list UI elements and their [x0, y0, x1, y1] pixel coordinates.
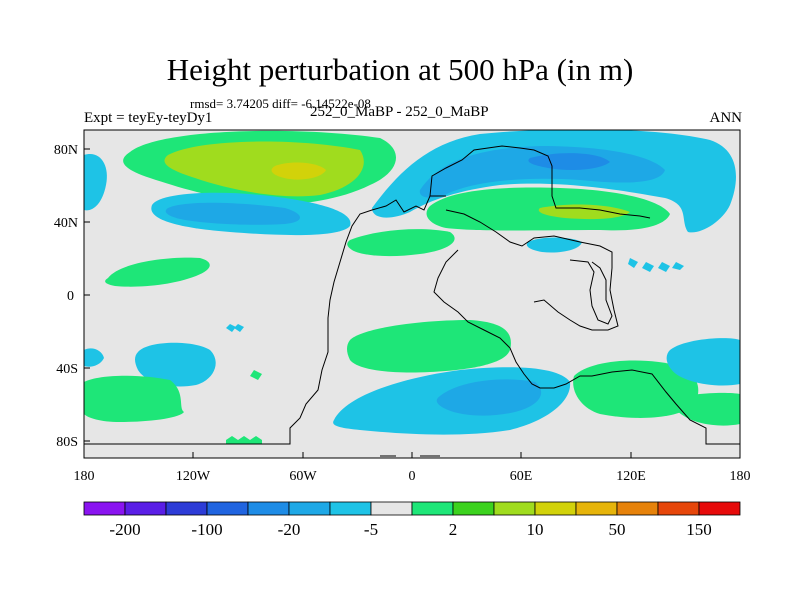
colorbar-box: [493, 501, 536, 516]
contour-lightblue-speckle-2: [642, 262, 654, 272]
colorbar-box: [452, 501, 495, 516]
contour-lightblue-sh-pacific: [135, 342, 216, 387]
colorbar-box: [329, 501, 372, 516]
colorbar-box: [698, 501, 741, 516]
x-tick-label: 120W: [176, 469, 211, 484]
experiment-label: Expt = teyEy-teyDy1: [84, 110, 213, 126]
x-tick-label: 0: [409, 469, 416, 484]
contour-blue-sh-edge: [84, 348, 104, 367]
x-tick-label: 180: [730, 469, 751, 484]
contour-lightblue-india: [526, 237, 582, 253]
colorbar-label: -100: [191, 520, 222, 539]
colorbar-label: -200: [109, 520, 140, 539]
colorbar-box: [534, 501, 577, 516]
colorbar-label: -5: [364, 520, 378, 539]
colorbar-label: 150: [686, 520, 712, 539]
contour-green-south-atlantic: [347, 320, 511, 373]
page-title: Height perturbation at 500 hPa (in m): [166, 52, 634, 87]
colorbar-box: [206, 501, 249, 516]
colorbar-box: [657, 501, 700, 516]
colorbar-box: [575, 501, 618, 516]
colorbar-box: [83, 501, 126, 516]
contour-lightblue-eurasia-trough: [372, 130, 736, 233]
contour-lightblue-speckle-4: [672, 262, 684, 270]
contour-green-southeast-edge: [674, 392, 740, 426]
colorbar-label: 2: [449, 520, 458, 539]
y-tick-label: 80N: [54, 143, 78, 158]
y-tick-label: 40S: [56, 362, 78, 377]
x-tick-label: 180: [74, 469, 95, 484]
contour-green-sh-speckle: [250, 370, 262, 380]
x-tick-label: 60W: [289, 469, 317, 484]
colorbar-box: [165, 501, 208, 516]
y-tick-label: 0: [67, 289, 74, 304]
x-tick-label: 60E: [510, 469, 533, 484]
axis-ticks: [83, 148, 741, 458]
continent-outline-asia-south: [445, 209, 619, 331]
stats-label: rmsd= 3.74205 diff= -6.14522e-08: [190, 96, 371, 111]
colorbar-label: 10: [527, 520, 544, 539]
contour-green-southwest-pacific: [573, 360, 699, 418]
colorbar-box: [370, 501, 413, 516]
contour-fills: [84, 130, 740, 444]
contour-green-sh-west: [84, 375, 184, 422]
contour-lightblue-speckle-3: [658, 262, 670, 272]
colorbar-labels: -200 -100 -20 -5 2 10 50 150: [109, 520, 711, 539]
colorbar-box: [411, 501, 454, 516]
contour-lightblue-speckle-1: [628, 258, 638, 268]
contour-lightblue-speckle-5: [226, 324, 236, 332]
contour-yellow-na-high: [271, 162, 326, 180]
contour-lightblue-speckle-6: [234, 324, 244, 332]
colorbar-box: [247, 501, 290, 516]
continent-outline-west: [84, 195, 446, 445]
colorbar-label: -20: [278, 520, 301, 539]
season-label: ANN: [709, 110, 743, 126]
continent-outline-africa: [433, 249, 740, 445]
contour-blue-na-low: [165, 202, 300, 225]
y-tick-label: 40N: [54, 216, 78, 231]
colorbar-box: [124, 501, 167, 516]
colorbar-box: [616, 501, 659, 516]
colorbar-box: [288, 501, 331, 516]
contour-yellowgreen-na-high: [164, 141, 364, 197]
contour-green-subtropical-pacific: [105, 257, 210, 287]
contour-blue-nw-edge: [84, 154, 107, 211]
continent-outline-north: [429, 145, 651, 219]
contour-green-subtropical-atlantic: [347, 229, 455, 257]
colorbar: [83, 501, 741, 516]
continent-outline-inner: [569, 259, 613, 325]
y-tick-label: 80S: [56, 435, 78, 450]
contour-green-antarctic-zigzag: [226, 436, 262, 444]
contour-blue-south-indian: [436, 379, 542, 416]
case-label: 252_0_MaBP - 252_0_MaBP: [310, 104, 489, 120]
x-tick-label: 120E: [616, 469, 646, 484]
contour-lightblue-southeast: [666, 338, 740, 386]
colorbar-label: 50: [609, 520, 626, 539]
